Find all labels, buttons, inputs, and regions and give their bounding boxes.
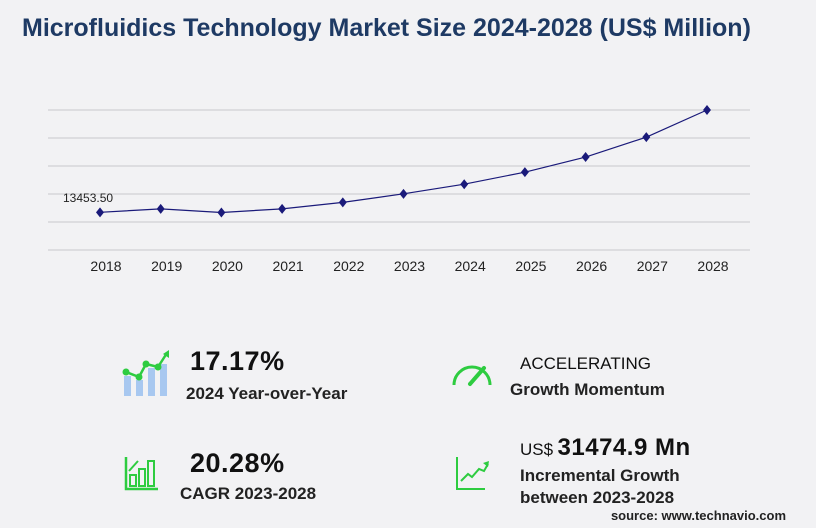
momentum-value: ACCELERATING <box>520 354 651 373</box>
momentum-label: Growth Momentum <box>510 380 665 399</box>
data-point <box>642 132 651 143</box>
x-tick-label: 2019 <box>151 258 182 274</box>
incremental-label-1: Incremental Growth <box>520 466 680 485</box>
x-tick-label: 2020 <box>212 258 243 274</box>
x-tick-label: 2018 <box>90 258 121 274</box>
line-chart: 2018 2019 2020 2021 2022 2023 2024 2025 2026 2027… <box>48 105 750 274</box>
cagr-value: 20.28% <box>190 448 285 478</box>
x-tick-label: 2026 <box>576 258 607 274</box>
data-point <box>399 188 408 199</box>
x-tick-label: 2027 <box>637 258 668 274</box>
chart-title: Microfluidics Technology Market Size 202… <box>22 14 751 42</box>
x-tick-label: 2024 <box>455 258 486 274</box>
data-point <box>338 197 347 208</box>
incremental-prefix: US$ <box>520 440 554 459</box>
x-tick-label: 2028 <box>697 258 728 274</box>
cagr-label: CAGR 2023-2028 <box>180 484 317 503</box>
data-point <box>460 179 469 190</box>
growth-chart-icon <box>120 350 172 403</box>
incremental-label-2: between 2023-2028 <box>520 488 675 507</box>
speedometer-icon <box>450 358 494 393</box>
incremental-amount: 31474.9 Mn <box>557 434 691 461</box>
data-point <box>703 105 711 115</box>
data-label: 13453.50 <box>63 191 113 205</box>
data-point <box>156 203 165 214</box>
yoy-value: 17.17% <box>190 346 285 376</box>
data-point <box>520 167 529 178</box>
x-tick-label: 2025 <box>515 258 546 274</box>
data-point <box>217 207 226 218</box>
x-tick-label: 2023 <box>394 258 425 274</box>
data-point <box>278 203 287 214</box>
data-point <box>96 207 104 218</box>
x-tick-label: 2021 <box>273 258 304 274</box>
bar-chart-icon <box>124 455 160 496</box>
source-text: source: www.technavio.com <box>610 508 786 523</box>
data-point <box>581 152 590 163</box>
x-tick-label: 2022 <box>333 258 364 274</box>
incremental-value: US$ 31474.9 Mn <box>520 434 691 462</box>
trend-up-icon <box>455 455 491 496</box>
yoy-label: 2024 Year-over-Year <box>186 384 348 403</box>
